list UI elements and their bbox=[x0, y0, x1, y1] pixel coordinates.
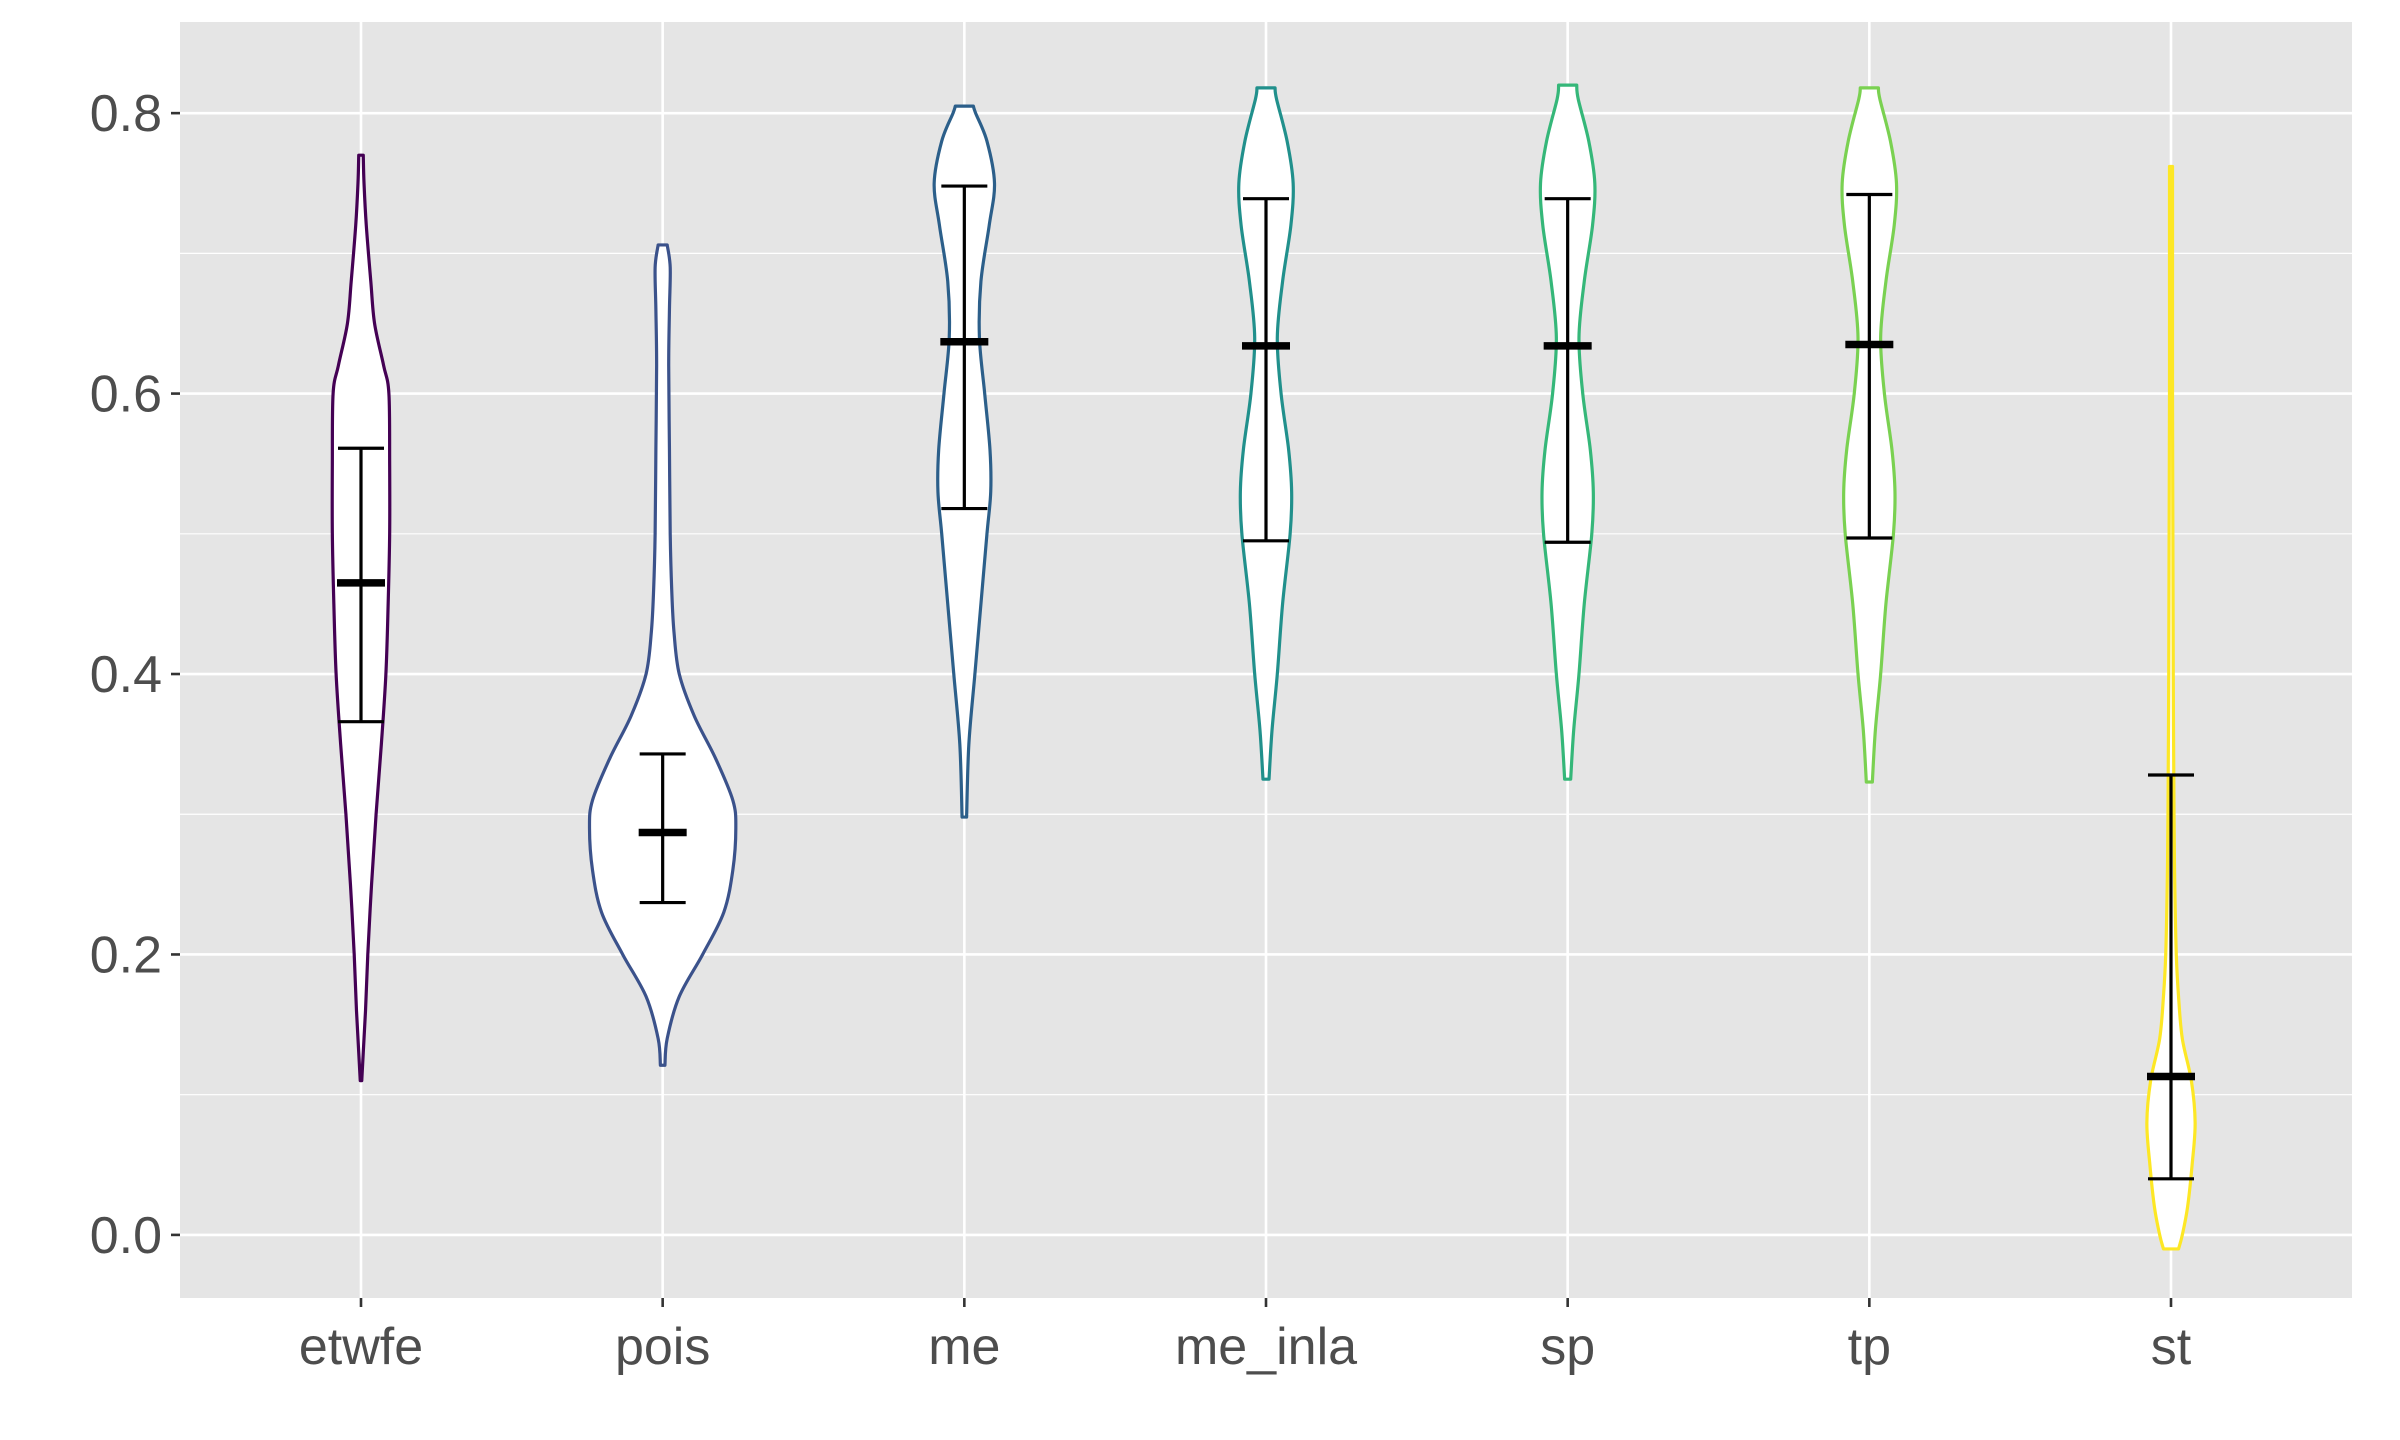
y-tick-label: 0.4 bbox=[90, 646, 162, 704]
violin-me_inla bbox=[1237, 86, 1295, 781]
violins bbox=[330, 83, 2197, 1251]
violin-st bbox=[2145, 164, 2197, 1251]
y-tick-label: 0.8 bbox=[90, 85, 162, 143]
x-tick-label: etwfe bbox=[299, 1318, 423, 1376]
x-tick-label: tp bbox=[1848, 1318, 1891, 1376]
x-tick-label: me bbox=[928, 1318, 1000, 1376]
x-tick-label: me_inla bbox=[1175, 1318, 1357, 1376]
violin-shape bbox=[587, 243, 738, 1067]
violin-me bbox=[932, 104, 997, 819]
y-tick-label: 0.2 bbox=[90, 926, 162, 984]
x-tick-label: st bbox=[2151, 1318, 2192, 1376]
violin-etwfe bbox=[330, 153, 392, 1083]
violin-pois bbox=[587, 243, 738, 1067]
y-tick-label: 0.6 bbox=[90, 366, 162, 424]
y-axis: 0.0 0.2 0.4 0.6 0.8 bbox=[90, 85, 180, 1265]
violin-shape bbox=[2145, 164, 2197, 1251]
x-tick-label: sp bbox=[1540, 1318, 1595, 1376]
x-axis: etwfe pois me me_inla sp tp st bbox=[299, 1298, 2192, 1376]
violin-tp bbox=[1840, 86, 1899, 784]
x-tick-label: pois bbox=[615, 1318, 710, 1376]
violin-sp bbox=[1538, 83, 1597, 781]
y-tick-label: 0.0 bbox=[90, 1207, 162, 1265]
